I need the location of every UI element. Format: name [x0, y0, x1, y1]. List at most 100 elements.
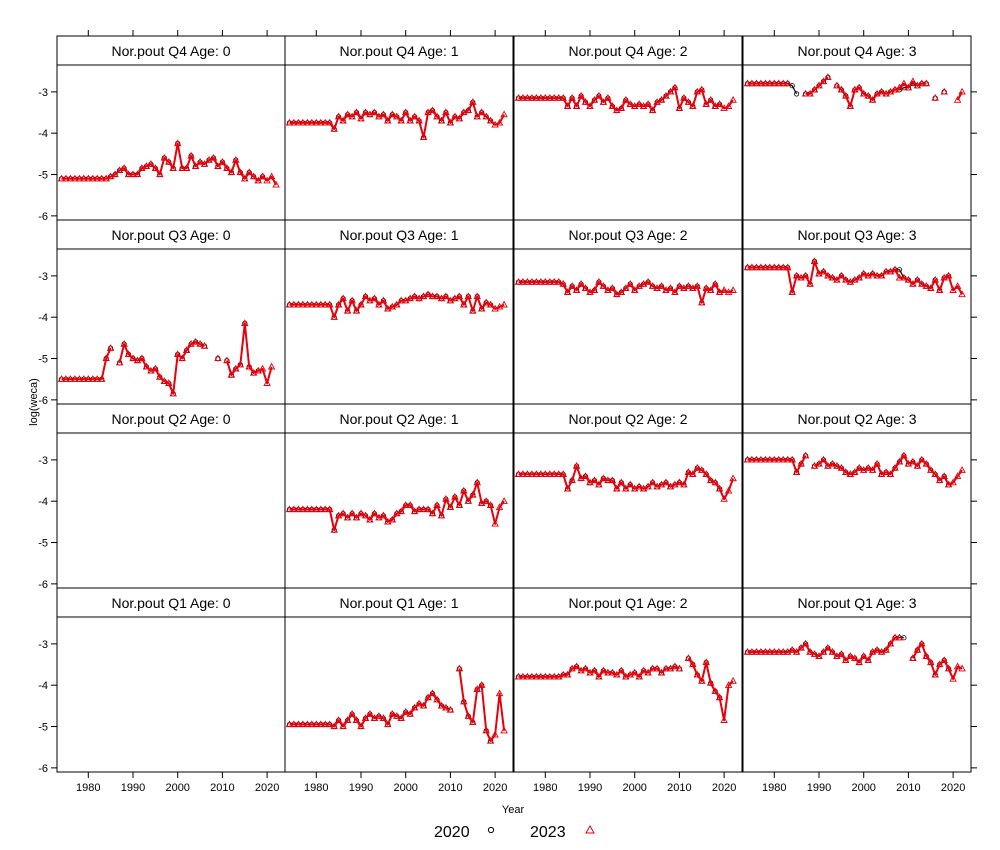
data-point-2023 [419, 505, 428, 513]
data-point-2023 [366, 709, 374, 717]
data-point-2023 [842, 656, 850, 664]
data-point-2023 [766, 647, 774, 655]
data-point-2023 [724, 102, 733, 109]
data-point-2023 [519, 277, 527, 285]
data-point-2023 [828, 273, 837, 281]
panel-plot-area [56, 64, 286, 221]
data-point-2023 [819, 77, 828, 85]
data-point-2023 [801, 89, 810, 97]
data-point-2023 [675, 478, 684, 486]
data-point-2023 [595, 672, 603, 680]
x-tick-label: 1980 [533, 782, 557, 794]
data-point-2023 [662, 91, 670, 99]
data-point-2023 [833, 275, 841, 283]
data-point-2023 [864, 463, 872, 471]
series-line-2023 [458, 668, 506, 742]
panel: Nor.pout Q3 Age: 2 [513, 219, 743, 405]
data-point-2023 [482, 298, 490, 306]
data-point-2023 [321, 300, 329, 308]
panel: Nor.pout Q4 Age: 3 [742, 35, 972, 221]
x-tick-label: 1990 [349, 782, 373, 794]
data-point-2023 [473, 112, 481, 120]
data-point-2023 [711, 478, 719, 486]
data-point-2023 [455, 664, 464, 672]
data-point-2023 [886, 639, 895, 647]
data-point-2023 [523, 93, 532, 101]
data-point-2023 [900, 273, 908, 281]
data-point-2023 [165, 379, 173, 386]
data-point-2023 [523, 470, 532, 477]
x-tick-label: 2000 [622, 782, 646, 794]
data-point-2023 [599, 98, 608, 105]
data-point-2023 [864, 91, 872, 99]
data-point-2023 [437, 511, 446, 519]
data-point-2023 [437, 116, 446, 124]
data-point-2023 [303, 505, 312, 513]
data-point-2023 [689, 660, 697, 668]
data-point-2023 [312, 300, 321, 308]
data-point-2023 [160, 377, 169, 384]
data-point-2023 [129, 354, 137, 362]
data-point-2023 [550, 672, 558, 680]
data-point-2023 [630, 668, 639, 676]
data-point-2023 [684, 282, 693, 289]
panel-title: Nor.pout Q3 Age: 3 [797, 227, 916, 243]
y-tick-label: -5 [38, 722, 48, 734]
data-point-2023 [442, 292, 450, 300]
data-point-2023 [299, 505, 307, 513]
panel-title: Nor.pout Q2 Age: 1 [339, 411, 458, 427]
panel-title: Nor.pout Q1 Age: 1 [339, 595, 458, 611]
data-point-2023 [635, 672, 643, 680]
data-point-2023 [541, 277, 550, 285]
data-point-2023 [514, 672, 523, 680]
data-point-2023 [859, 269, 868, 277]
x-tick-label: 1980 [762, 782, 786, 794]
data-point-2023 [810, 257, 819, 265]
data-point-2023 [299, 118, 307, 126]
data-point-2023 [84, 375, 93, 382]
data-point-2023 [608, 668, 617, 676]
data-point-2023 [263, 379, 271, 386]
data-point-2023 [532, 470, 541, 477]
data-point-2023 [218, 157, 227, 165]
panel-strip [56, 587, 286, 618]
data-point-2023 [743, 79, 752, 87]
series-2023 [514, 277, 737, 306]
data-point-2023 [348, 509, 356, 517]
data-point-2023 [766, 263, 774, 271]
x-tick-label: 1990 [807, 782, 831, 794]
data-point-2023 [477, 108, 486, 116]
data-point-2023 [918, 639, 926, 647]
y-tick-label: -6 [38, 763, 48, 775]
data-point-2023 [124, 170, 133, 178]
data-point-2023 [455, 292, 464, 300]
data-point-2023 [626, 480, 634, 488]
data-point-2023 [451, 492, 459, 500]
data-point-2023 [178, 164, 186, 171]
data-point-2023 [828, 647, 837, 655]
data-point-2023 [788, 455, 796, 463]
data-point-2023 [379, 110, 388, 118]
data-point-2023 [855, 658, 863, 666]
y-tick-label: -6 [38, 211, 48, 223]
data-point-2023 [680, 93, 688, 101]
data-point-2023 [720, 286, 728, 293]
data-point-2023 [715, 484, 724, 492]
data-point-2023 [702, 100, 710, 107]
data-point-2023 [361, 292, 370, 300]
data-point-2023 [958, 87, 966, 95]
series-line-2023 [814, 454, 963, 486]
data-point-2023 [748, 79, 756, 87]
data-point-2023 [147, 160, 155, 167]
series-2020 [286, 666, 494, 744]
data-point-2023 [761, 647, 770, 655]
data-point-2023 [599, 474, 608, 482]
data-point-2023 [532, 277, 541, 285]
data-point-2023 [891, 463, 899, 471]
data-point-2023 [953, 662, 962, 670]
data-point-2023 [442, 494, 450, 502]
data-point-2023 [940, 656, 948, 664]
data-point-2023 [294, 118, 303, 126]
data-point-2023 [648, 106, 657, 114]
data-point-2023 [312, 118, 321, 126]
